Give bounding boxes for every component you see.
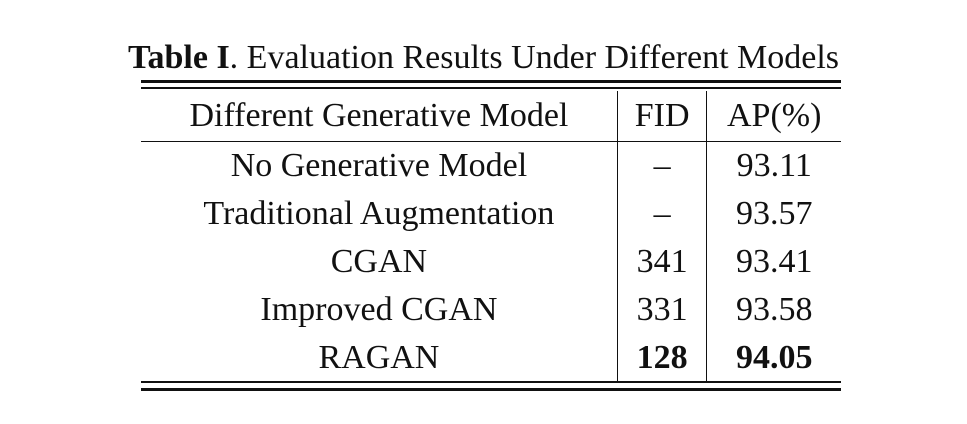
cell-ap: 93.57	[706, 190, 841, 238]
table-caption: Table I. Evaluation Results Under Differ…	[0, 38, 967, 78]
table-header-row: Different Generative Model FID AP(%)	[141, 91, 841, 142]
bottom-double-rule-upper	[141, 381, 841, 383]
table-row: No Generative Model – 93.11	[141, 141, 841, 190]
cell-ap: 93.41	[706, 238, 841, 286]
header-fid: FID	[616, 91, 707, 142]
cell-ap: 93.58	[706, 286, 841, 334]
table-row: CGAN 341 93.41	[141, 238, 841, 286]
table-caption-text: . Evaluation Results Under Different Mod…	[229, 39, 840, 76]
header-model: Different Generative Model	[141, 91, 618, 142]
header-ap: AP(%)	[706, 91, 841, 142]
cell-fid-best: 128	[616, 334, 707, 382]
table-row-best: RAGAN 128 94.05	[141, 334, 841, 382]
bottom-double-rule-lower	[141, 388, 841, 391]
top-double-rule-lower	[141, 87, 841, 89]
cell-fid: 331	[616, 286, 707, 334]
top-double-rule-upper	[141, 80, 841, 83]
cell-fid: –	[616, 141, 707, 190]
cell-model: No Generative Model	[230, 147, 528, 184]
cell-model: Traditional Augmentation	[203, 195, 555, 232]
cell-model: CGAN	[330, 243, 428, 280]
table-row: Improved CGAN 331 93.58	[141, 286, 841, 334]
cell-ap-best: 94.05	[706, 334, 841, 382]
table-caption-label: Table I	[127, 39, 230, 76]
cell-fid: 341	[616, 238, 707, 286]
cell-fid: –	[616, 190, 707, 238]
cell-model: Improved CGAN	[260, 291, 498, 328]
cell-model: RAGAN	[318, 339, 440, 376]
table-row: Traditional Augmentation – 93.57	[141, 190, 841, 238]
cell-ap: 93.11	[706, 141, 841, 190]
results-table: Different Generative Model FID AP(%) No …	[141, 91, 841, 382]
